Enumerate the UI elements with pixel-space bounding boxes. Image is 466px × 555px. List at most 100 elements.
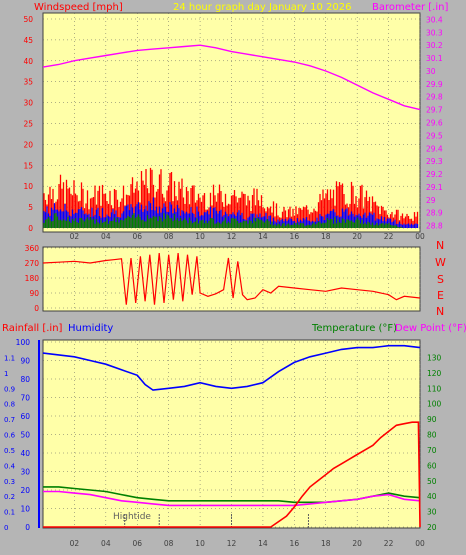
wind-y-tick-label: 45	[23, 36, 33, 45]
rain-series	[42, 344, 421, 528]
wind-y-tick-label: 0	[28, 224, 33, 233]
barometer-y-tick-label: 29.1	[426, 183, 443, 192]
windspeed-label: Windspeed [mph]	[34, 2, 123, 13]
humidity-line	[42, 344, 421, 391]
barometer-y-tick-label: 30.1	[426, 54, 443, 63]
wind-y-tick-label: 35	[23, 78, 33, 87]
rain-x-tick-label: 08	[164, 539, 174, 548]
rainfall-y-tick-label: 1	[4, 370, 8, 378]
wind-x-tick-label: 00	[415, 232, 425, 241]
rainfall-label: Rainfall [.in]	[2, 323, 63, 334]
humidity-y-tick-label: 0	[25, 523, 30, 532]
compass-w: W	[435, 256, 446, 269]
direction-y-tick-label: 360	[25, 244, 40, 253]
rain-x-tick-label: 14	[258, 539, 268, 548]
barometer-label: Barometer [.in]	[372, 2, 448, 13]
temperature-y-tick-label: 90	[427, 415, 437, 424]
temperature-y-tick-label: 70	[427, 446, 437, 455]
rainfall-y-tick-label: 0.1	[4, 509, 15, 517]
wind-x-tick-label: 06	[132, 232, 142, 241]
barometer-y-tick-label: 30.4	[426, 15, 443, 24]
rain-x-tick-label: 16	[290, 539, 300, 548]
compass-s: S	[437, 273, 444, 286]
wind-x-tick-label: 22	[384, 232, 394, 241]
temperature-y-tick-label: 60	[427, 461, 437, 470]
wind-y-tick-label: 50	[23, 15, 33, 24]
rain-x-tick-label: 10	[195, 539, 205, 548]
barometer-y-tick-label: 28.8	[426, 222, 443, 231]
rainfall-y-tick-label: 0.3	[4, 478, 15, 486]
wind-x-tick-label: 18	[321, 232, 331, 241]
rain-x-tick-label: 00	[415, 539, 425, 548]
temperature-y-tick-label: 80	[427, 431, 437, 440]
barometer-y-tick-label: 29.5	[426, 131, 443, 140]
barometer-y-tick-label: 29.6	[426, 119, 443, 128]
rainfall-y-tick-label: 0.4	[4, 462, 16, 470]
wind-x-tick-label: 04	[101, 232, 111, 241]
wind-y-tick-label: 25	[23, 120, 33, 129]
wind-y-tick-label: 30	[23, 99, 33, 108]
humidity-y-tick-label: 50	[20, 431, 30, 440]
humidity-y-tick-label: 40	[20, 449, 30, 458]
humidity-y-tick-label: 30	[20, 468, 30, 477]
graph-title: 24 hour graph day January 10 2026	[173, 2, 351, 13]
barometer-y-tick-label: 29.3	[426, 157, 443, 166]
humidity-y-tick-label: 90	[20, 357, 30, 366]
rain-x-tick-label: 22	[384, 539, 394, 548]
humidity-y-tick-label: 20	[20, 486, 30, 495]
temperature-y-tick-label: 20	[427, 523, 437, 532]
rainfall-y-tick-label: 0	[4, 524, 8, 532]
rainfall-y-tick-label: 1.1	[4, 354, 15, 362]
humidity-label: Humidity	[68, 323, 113, 334]
wind-y-tick-label: 5	[28, 203, 33, 212]
barometer-y-tick-label: 30.2	[426, 41, 443, 50]
rain-x-tick-label: 04	[101, 539, 111, 548]
rain-tick-labels: 010203040506070809010000.10.20.30.40.50.…	[4, 338, 442, 548]
rainfall-y-tick-label: 0.7	[4, 416, 15, 424]
rainfall-y-tick-label: 0.5	[4, 447, 15, 455]
wind-y-tick-label: 40	[23, 57, 33, 66]
rain-x-tick-label: 02	[70, 539, 80, 548]
wind-x-tick-label: 02	[70, 232, 80, 241]
temperature-y-tick-label: 130	[427, 353, 442, 362]
barometer-y-tick-label: 28.9	[426, 209, 443, 218]
dewpoint-line	[43, 490, 421, 507]
hightide-label: Hightide	[113, 512, 151, 522]
barometer-y-tick-label: 29.8	[426, 93, 443, 102]
rainfall-y-tick-label: 0.6	[4, 432, 16, 440]
wind-series	[42, 44, 421, 228]
temperature-y-tick-label: 120	[427, 369, 442, 378]
direction-grid	[43, 247, 421, 311]
wind-x-tick-label: 14	[258, 232, 268, 241]
barometer-y-tick-label: 30	[426, 67, 436, 76]
rain-x-tick-label: 20	[352, 539, 362, 548]
wind-x-tick-label: 12	[227, 232, 237, 241]
rainfall-y-tick-label: 0.8	[4, 401, 15, 409]
direction-y-tick-label: 0	[34, 304, 39, 313]
rainfall-y-tick-label: 0.2	[4, 493, 15, 501]
wind-y-tick-label: 10	[23, 182, 33, 191]
barometer-y-tick-label: 29.4	[426, 144, 443, 153]
dewpoint-label: Dew Point (°F)	[395, 323, 466, 334]
barometer-line	[42, 44, 421, 111]
barometer-y-tick-label: 29.9	[426, 80, 443, 89]
direction-y-tick-label: 180	[25, 274, 40, 283]
direction-tick-labels: 0 90 180 270 360	[25, 244, 40, 313]
temperature-y-tick-label: 30	[427, 508, 437, 517]
wind-x-tick-label: 10	[195, 232, 205, 241]
rain-x-tick-label: 18	[321, 539, 331, 548]
barometer-y-tick-label: 30.3	[426, 28, 443, 37]
rainfall-line	[43, 421, 421, 528]
wind-tick-labels: 0 5 10 15 20 25 30 35 40 45 50 28.8 28.9 29 29.1 29.2 29…	[23, 15, 442, 241]
direction-y-tick-label: 270	[25, 259, 40, 268]
humidity-y-tick-label: 80	[20, 375, 30, 384]
humidity-y-tick-label: 70	[20, 394, 30, 403]
temperature-y-tick-label: 50	[427, 477, 437, 486]
wind-x-tick-label: 16	[290, 232, 300, 241]
wind-x-tick-label: 20	[352, 232, 362, 241]
compass-n-top: N	[436, 239, 444, 252]
wind-direction-line	[42, 252, 421, 305]
wind-x-tick-label: 08	[164, 232, 174, 241]
barometer-y-tick-label: 29.7	[426, 106, 443, 115]
